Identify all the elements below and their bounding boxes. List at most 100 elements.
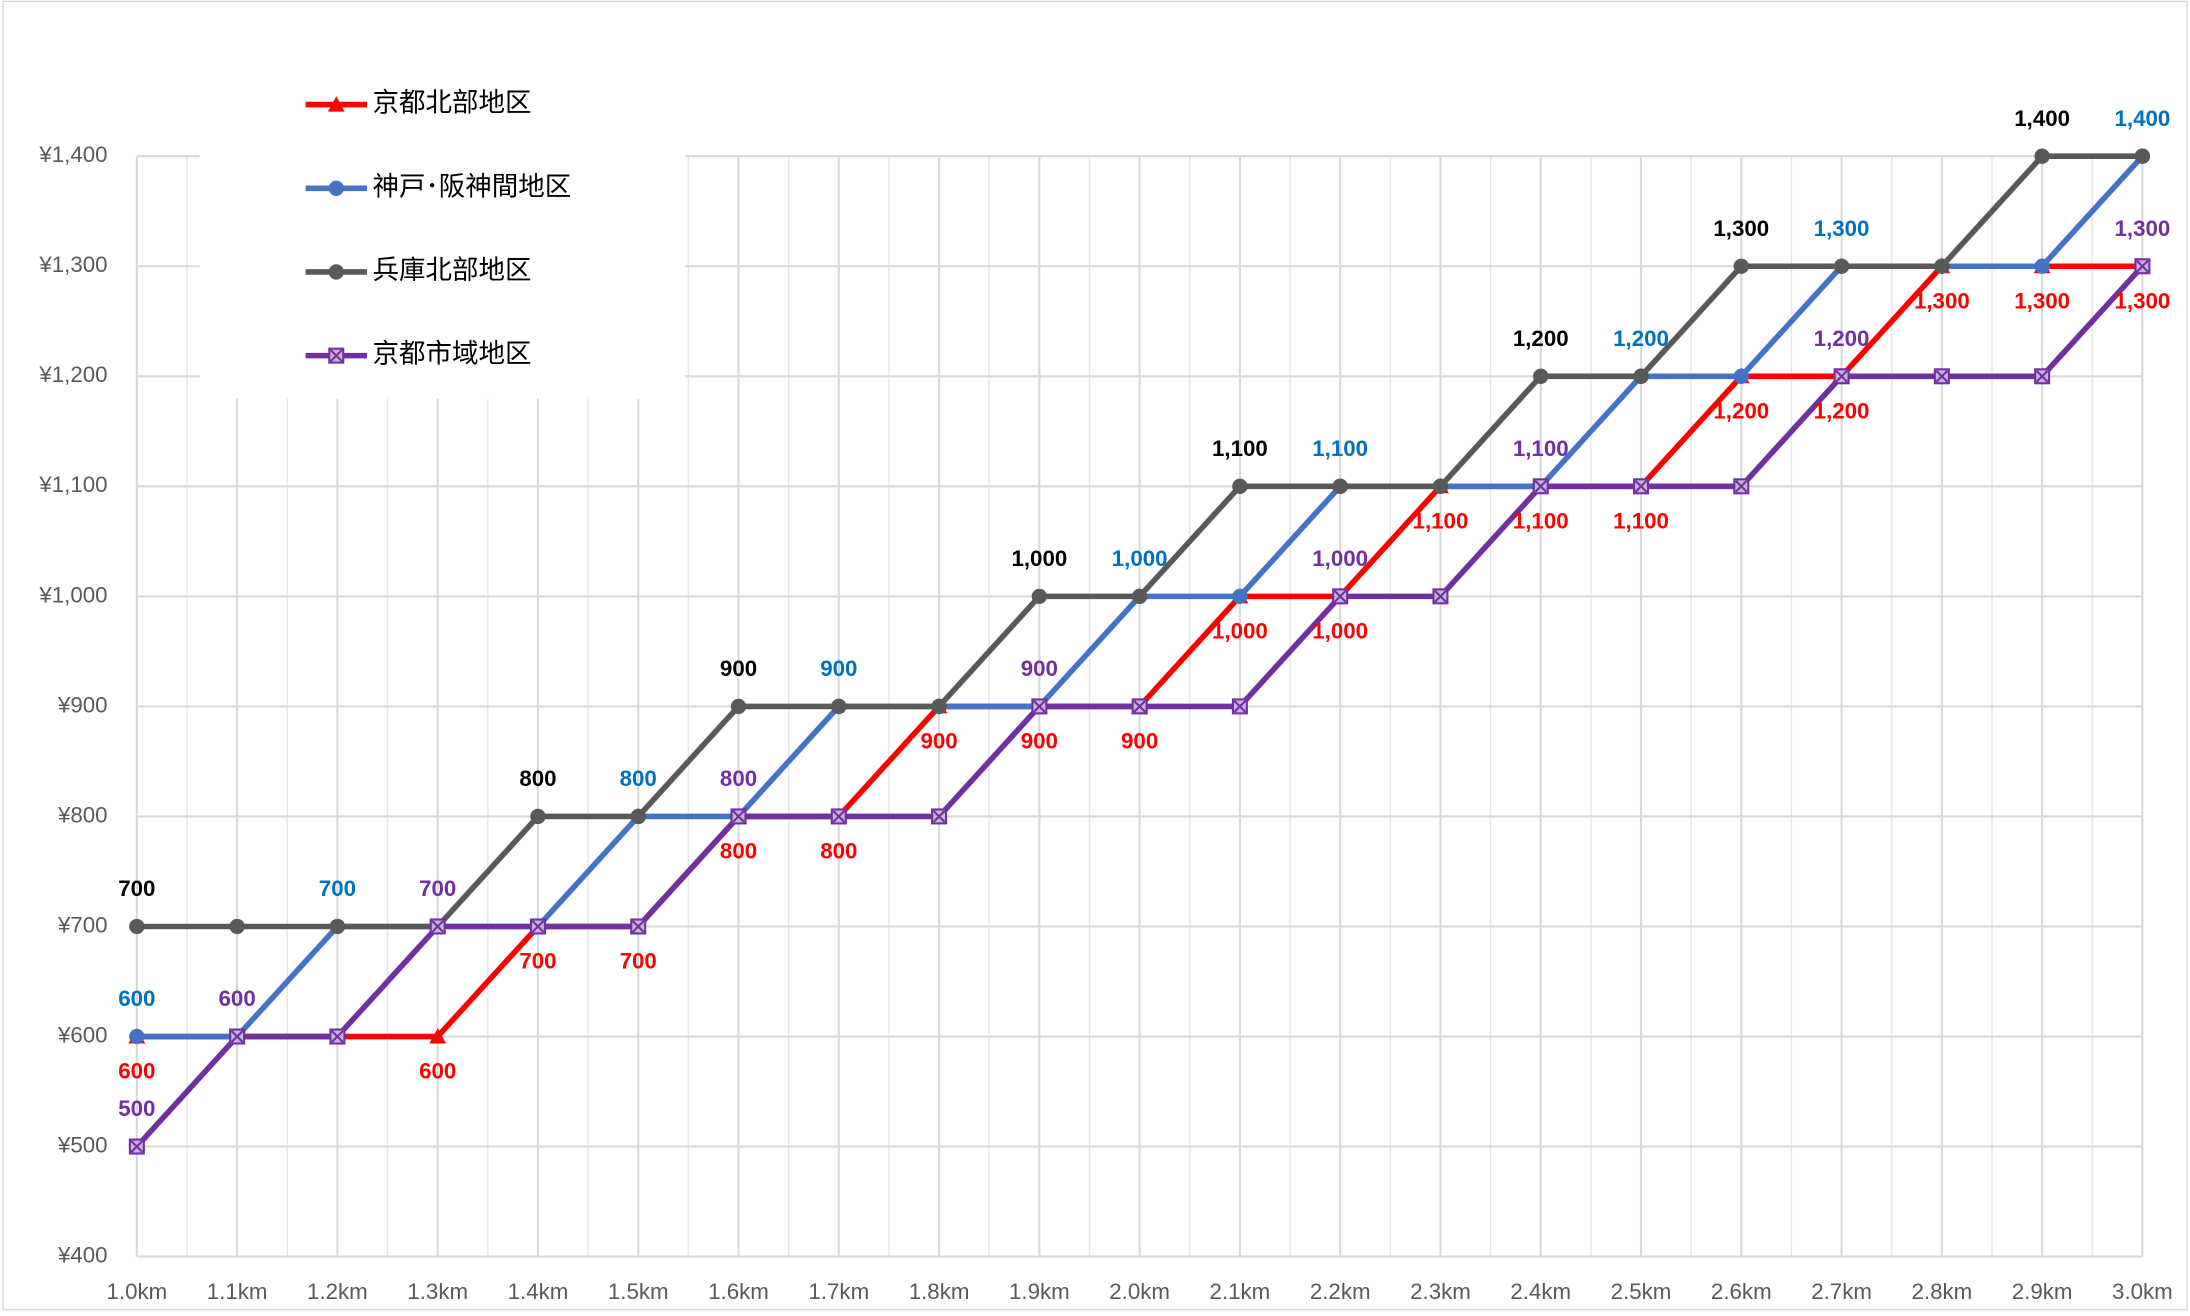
y-tick-label: ¥500 [57,1132,108,1157]
data-label: 900 [720,656,757,681]
x-tick-label: 1.5km [608,1279,669,1304]
marker-cross [732,810,745,823]
marker [1332,478,1348,494]
marker-cross [932,810,946,823]
x-tick-label: 1.2km [307,1279,368,1304]
data-label: 1,100 [1312,436,1368,461]
marker [2134,258,2151,275]
marker [2034,368,2051,385]
x-tick-label: 2.3km [1410,1279,1471,1304]
marker [1733,478,1750,495]
marker [1232,588,1248,605]
data-label: 1,000 [1112,546,1168,571]
data-label: 800 [519,766,556,791]
marker-cross [832,810,846,823]
data-label: 700 [419,876,456,901]
data-label: 1,000 [1212,619,1268,644]
data-label: 600 [118,986,155,1011]
marker [1632,478,1650,495]
y-tick-label: ¥1,300 [38,252,107,277]
marker [329,1028,346,1045]
data-label: 1,300 [2115,216,2171,241]
marker-cross [130,1140,144,1153]
data-label: 900 [920,729,957,754]
data-label: 1,200 [1513,326,1569,351]
marker-cross [531,920,545,933]
x-tick-label: 2.2km [1310,1279,1371,1304]
y-tick-label: ¥900 [57,692,108,717]
marker [129,918,145,935]
x-tick-label: 2.8km [1911,1279,1972,1304]
x-tick-label: 1.6km [708,1279,769,1304]
marker [1733,368,1749,384]
x-tick-label: 2.4km [1510,1279,1571,1304]
legend-label: 京都北部地区 [373,88,532,118]
marker-cross [2136,259,2149,273]
data-label: 1,000 [1011,546,1067,571]
marker [328,180,344,196]
marker [2034,258,2050,274]
data-label: 900 [1021,656,1058,681]
data-label: 800 [620,766,657,791]
grid: ¥400 ¥500 ¥600 ¥700 ¥800 ¥900 ¥1,000 ¥1,100 ¥1,2… [38,142,2172,1304]
data-label: 1,200 [1814,326,1870,351]
marker [1432,588,1449,605]
marker-cross [1534,480,1548,493]
marker [529,918,546,935]
marker-cross [1634,480,1648,493]
y-tick-label: ¥700 [57,912,108,937]
marker [2134,148,2151,164]
marker [229,918,245,935]
data-label: 1,400 [2115,106,2171,131]
marker [730,698,747,715]
y-tick-label: ¥1,100 [38,472,107,497]
marker [1633,368,1649,384]
x-tick-label: 2.0km [1109,1279,1170,1304]
data-label: 1,000 [1312,619,1368,644]
legend-label: 京都市域地区 [373,339,532,369]
legend-box [199,69,685,399]
marker [1131,588,1148,605]
y-tick-label: ¥1,200 [38,362,107,387]
data-label: 1,300 [2014,288,2070,313]
data-label: 1,300 [1814,216,1870,241]
x-tick-label: 2.9km [2012,1279,2073,1304]
data-label: 700 [319,876,356,901]
data-label: 1,100 [1212,436,1268,461]
marker [429,918,446,935]
data-label: 1,200 [1713,398,1769,423]
marker-cross [230,1030,244,1043]
marker [931,698,947,715]
data-label: 700 [620,949,657,974]
marker-cross [1333,590,1347,603]
y-tick-label: ¥1,400 [38,142,107,167]
data-label: 900 [820,656,857,681]
marker [128,1138,145,1155]
marker [1533,368,1549,384]
data-label: 800 [820,839,857,864]
marker [1432,478,1449,494]
marker [1031,698,1048,715]
marker-cross [1033,700,1046,713]
marker [830,808,847,825]
legend-label: 神戸･阪神間地区 [373,171,572,201]
data-label: 1,200 [1814,398,1870,423]
x-tick-label: 2.5km [1611,1279,1672,1304]
marker [831,698,847,715]
y-tick-label: ¥400 [57,1242,108,1267]
data-label: 700 [519,949,556,974]
data-label: 1,100 [1513,508,1569,533]
marker [630,808,646,825]
y-tick-label: ¥1,000 [38,582,107,607]
marker [1231,698,1248,715]
x-tick-label: 1.7km [808,1279,869,1304]
data-label: 1,300 [1713,216,1769,241]
x-tick-label: 2.6km [1711,1279,1772,1304]
data-label: 600 [219,986,256,1011]
x-tick-label: 1.3km [407,1279,468,1304]
data-label: 800 [720,766,757,791]
x-tick-label: 3.0km [2112,1279,2173,1304]
legend-label: 兵庫北部地区 [373,255,532,285]
